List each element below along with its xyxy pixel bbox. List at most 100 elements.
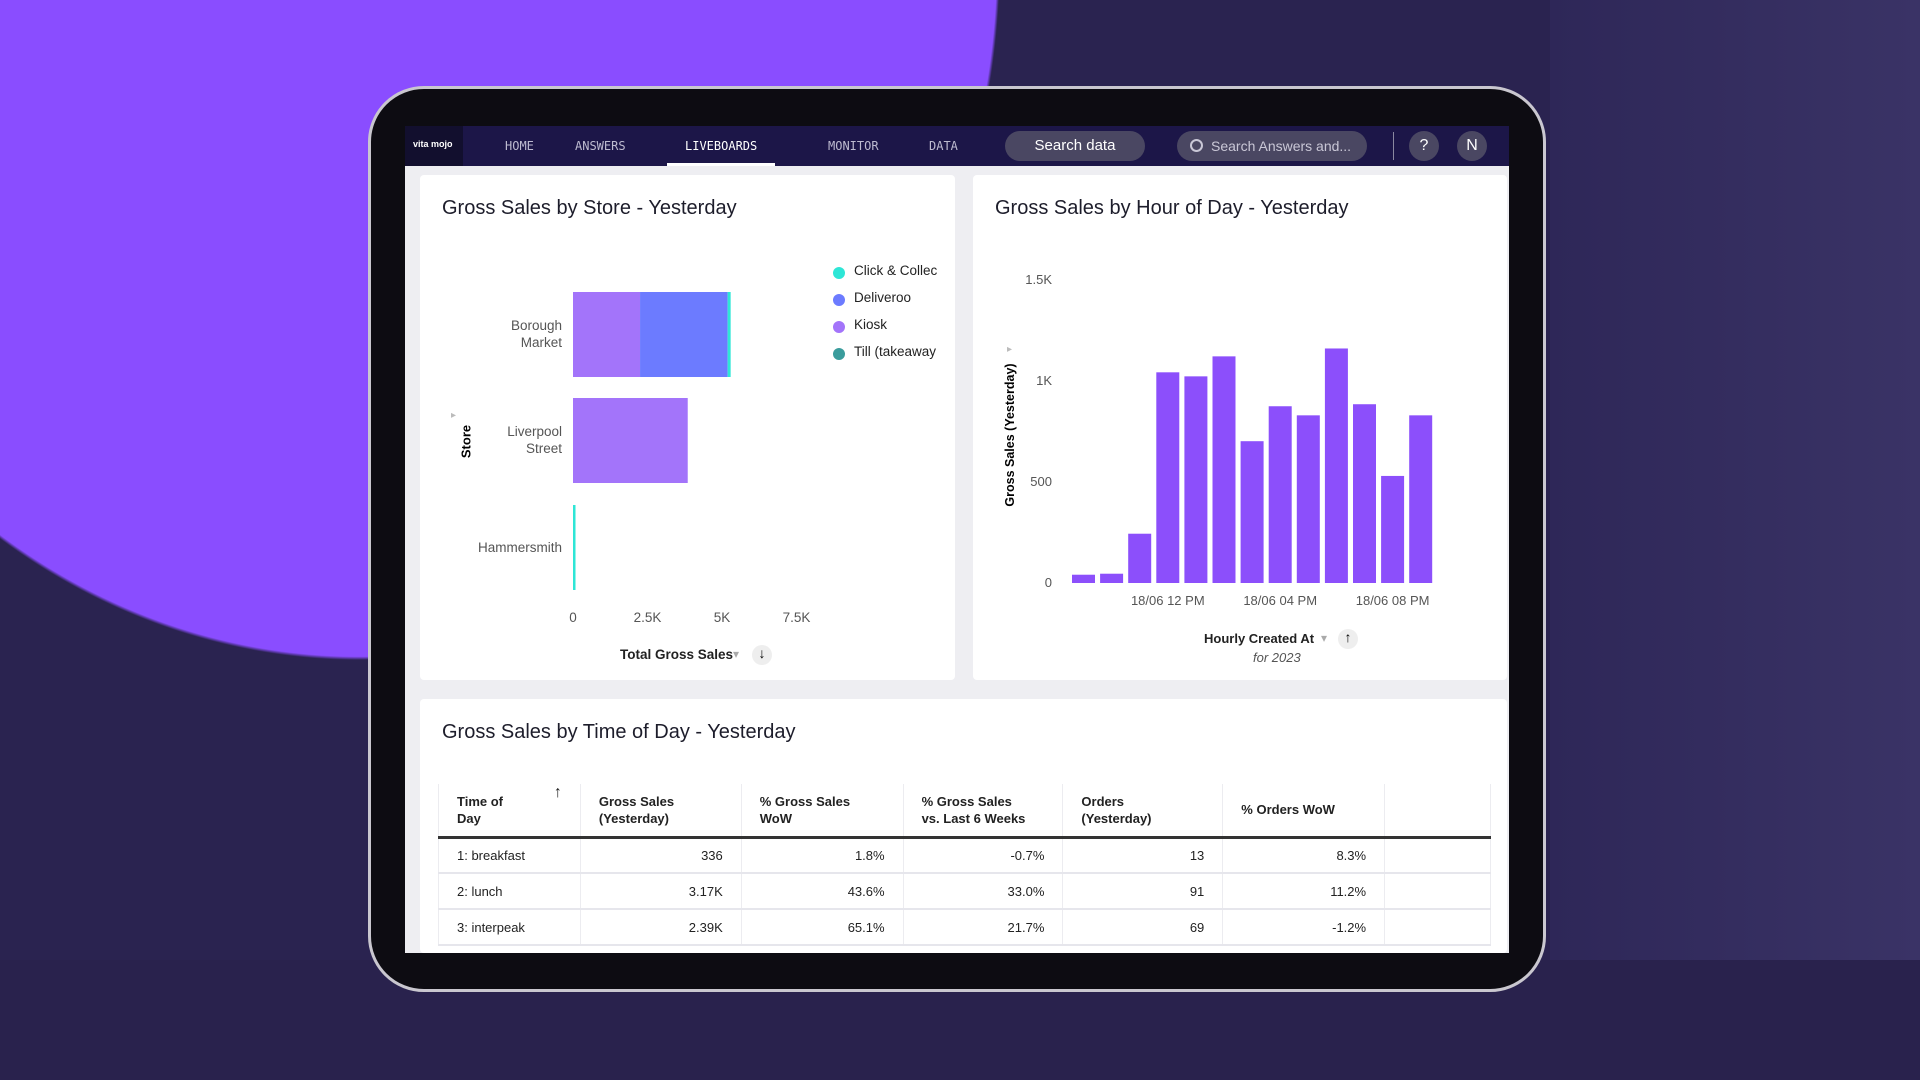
- table-row[interactable]: 1: breakfast 336 1.8% -0.7% 13 8.3%: [438, 837, 1491, 874]
- table-cell: 1.8%: [741, 837, 904, 874]
- category-label: Liverpool Street: [507, 424, 562, 456]
- x-tick-label: 7.5K: [782, 610, 811, 625]
- header-row: Time of Day ↑ Gross Sales (Yesterday)% Gross…: [438, 783, 1491, 839]
- table-cell: 11.2%: [1222, 873, 1386, 910]
- column-header[interactable]: Orders (Yesterday): [1062, 784, 1224, 839]
- table-cell: 21.7%: [903, 909, 1064, 946]
- x-axis-title[interactable]: Hourly Created At: [1204, 631, 1315, 646]
- nav-home[interactable]: HOME: [505, 139, 534, 153]
- data-table: Time of Day ↑ Gross Sales (Yesterday)% Gross…: [438, 784, 1491, 946]
- chevron-down-icon[interactable]: ▾: [1321, 631, 1328, 645]
- card-title: Gross Sales by Time of Day - Yesterday: [442, 721, 796, 743]
- hour-bar[interactable]: [1353, 404, 1376, 583]
- y-axis-title: Store: [458, 424, 474, 459]
- column-header[interactable]: % Orders WoW: [1222, 784, 1386, 839]
- y-tick-label: 1K: [1036, 373, 1052, 388]
- legend-item[interactable]: Kiosk: [854, 317, 888, 332]
- y-axis-title: Gross Sales (Yesterday): [1003, 363, 1017, 507]
- table-cell: -0.7%: [903, 837, 1064, 874]
- x-tick-label: 0: [569, 610, 577, 625]
- table-cell: 2.39K: [580, 909, 742, 946]
- table-cell: [1384, 837, 1491, 874]
- hour-bar[interactable]: [1156, 372, 1180, 583]
- hour-bar[interactable]: [1240, 441, 1264, 583]
- hour-bar[interactable]: [1268, 406, 1292, 583]
- y-tick-label: 1.5K: [1025, 272, 1052, 287]
- sort-desc-icon[interactable]: ↓: [752, 645, 772, 665]
- table-cell: 91: [1062, 873, 1224, 910]
- hour-bar[interactable]: [1381, 475, 1405, 583]
- legend-item[interactable]: Click & Collec: [854, 263, 938, 278]
- legend-item[interactable]: Deliveroo: [854, 290, 912, 305]
- legend-dot: [833, 321, 845, 333]
- bar-kiosk[interactable]: [573, 292, 641, 377]
- nav-liveboards[interactable]: LIVEBOARDS: [666, 126, 776, 166]
- x-tick-label: 2.5K: [633, 610, 662, 625]
- y-tick-label: 0: [1044, 575, 1052, 590]
- table-cell: 43.6%: [741, 873, 904, 910]
- table-cell: 33.0%: [903, 873, 1064, 910]
- bar-click-collect[interactable]: [573, 505, 576, 590]
- bar-deliveroo[interactable]: [640, 292, 728, 377]
- table-row[interactable]: 2: lunch 3.17K 43.6% 33.0% 91 11.2%: [438, 873, 1491, 910]
- hour-bar[interactable]: [1212, 356, 1236, 583]
- search-placeholder: Search Answers and...: [1211, 138, 1352, 154]
- x-axis-title[interactable]: Total Gross Sales: [620, 647, 734, 662]
- screen-bottom-bezel: [405, 953, 1509, 983]
- table-cell: -1.2%: [1222, 909, 1386, 946]
- column-header[interactable]: Gross Sales (Yesterday): [580, 784, 742, 839]
- table-cell: 69: [1062, 909, 1224, 946]
- search-data-button[interactable]: Search data: [1005, 131, 1145, 161]
- expand-icon[interactable]: ▸: [451, 410, 457, 421]
- x-tick-label: 18/06 12 PM: [1130, 593, 1205, 608]
- logo[interactable]: vita mojo: [405, 126, 463, 166]
- table-cell: 65.1%: [741, 909, 904, 946]
- avatar[interactable]: N: [1457, 131, 1487, 161]
- top-nav: vita mojo HOME ANSWERS LIVEBOARDS MONITO…: [405, 126, 1509, 166]
- nav-answers[interactable]: ANSWERS: [575, 139, 626, 153]
- chevron-down-icon[interactable]: ▾: [733, 647, 740, 661]
- category-label: Borough Market: [510, 318, 562, 350]
- hour-bar[interactable]: [1100, 573, 1124, 583]
- hour-bar[interactable]: [1324, 348, 1348, 583]
- y-tick-label: 500: [1030, 474, 1052, 489]
- search-input[interactable]: Search Answers and...: [1177, 131, 1367, 161]
- card-title: Gross Sales by Hour of Day - Yesterday: [995, 197, 1349, 219]
- column-header[interactable]: % Gross Sales WoW: [741, 784, 904, 839]
- hour-bar[interactable]: [1072, 574, 1095, 583]
- table-cell: 2: lunch: [438, 873, 581, 910]
- column-header[interactable]: % Gross Sales vs. Last 6 Weeks: [903, 784, 1064, 839]
- legend-item[interactable]: Till (takeaway: [854, 344, 937, 359]
- help-icon[interactable]: ?: [1409, 131, 1439, 161]
- hour-bar[interactable]: [1128, 533, 1152, 583]
- sort-asc-icon[interactable]: ↑: [1338, 629, 1358, 649]
- table-cell: [1384, 909, 1491, 946]
- legend-dot: [833, 294, 845, 306]
- legend-dot: [833, 348, 845, 360]
- table-row[interactable]: 3: interpeak 2.39K 65.1% 21.7% 69 -1.2%: [438, 909, 1491, 946]
- nav-monitor[interactable]: MONITOR: [828, 139, 879, 153]
- background-blur: [1550, 0, 1920, 1080]
- x-tick-label: 5K: [713, 610, 731, 625]
- column-header-empty: [1384, 784, 1491, 839]
- hour-bar[interactable]: [1184, 376, 1208, 583]
- nav-divider: [1393, 132, 1394, 160]
- search-icon: [1190, 139, 1203, 152]
- table-cell: 1: breakfast: [438, 837, 581, 874]
- table-cell: 8.3%: [1222, 837, 1386, 874]
- hour-bar[interactable]: [1296, 415, 1320, 583]
- nav-data[interactable]: DATA: [929, 139, 958, 153]
- bar-click-collect[interactable]: [727, 292, 731, 377]
- expand-icon[interactable]: ▸: [1007, 344, 1013, 355]
- column-header[interactable]: Time of Day ↑: [438, 783, 581, 839]
- sort-asc-icon[interactable]: ↑: [553, 783, 562, 801]
- table-cell: 3: interpeak: [438, 909, 581, 946]
- x-axis-subtitle: for 2023: [1253, 650, 1301, 665]
- legend-dot: [833, 267, 845, 279]
- table-cell: 3.17K: [580, 873, 742, 910]
- hour-bar[interactable]: [1409, 415, 1433, 583]
- x-tick-label: 18/06 08 PM: [1355, 593, 1430, 608]
- table-cell: [1384, 873, 1491, 910]
- bar-kiosk[interactable]: [573, 398, 688, 483]
